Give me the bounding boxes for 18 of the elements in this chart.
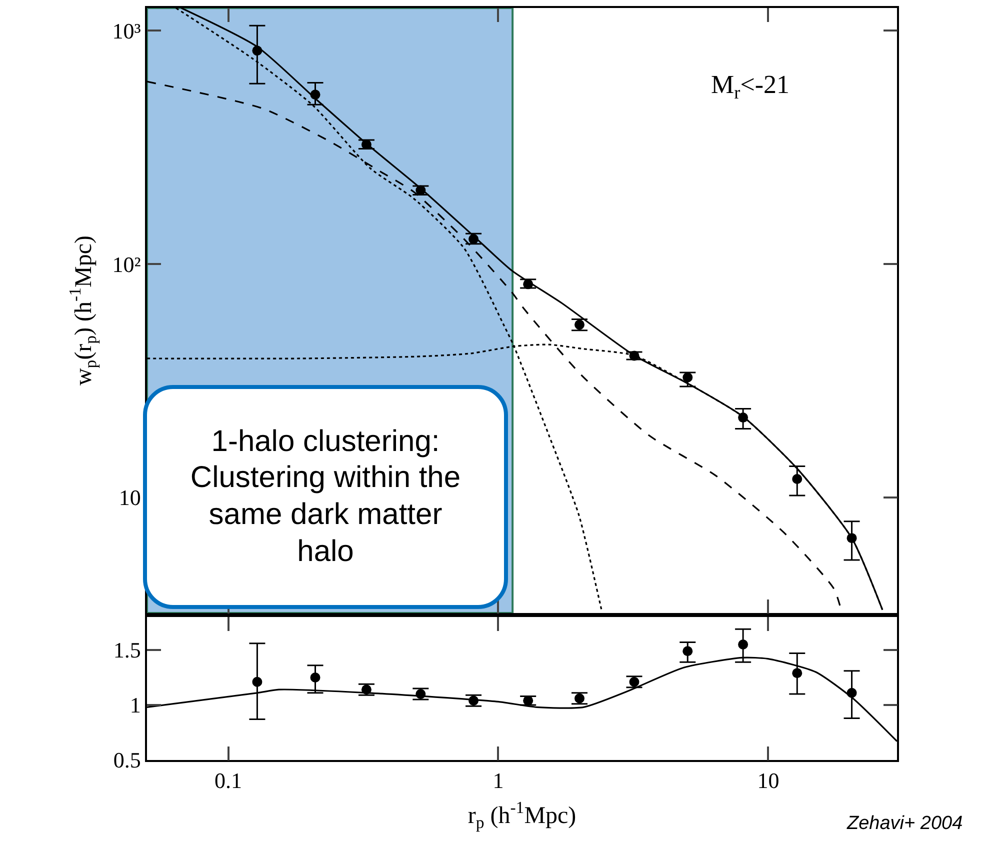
x-axis-title: r$_{p}$ (h$^{-1}$Mpc): [468, 798, 576, 832]
annotation: M$_{r}$<-21: [711, 70, 790, 102]
callout-box: 1-halo clustering: Clustering within the same dark matter halo: [143, 385, 508, 609]
x-tick-label: 10: [757, 768, 780, 794]
point: [252, 676, 262, 687]
y-tick-label: 10: [118, 485, 141, 510]
y-tick-label: 1: [130, 692, 141, 718]
text: Zehavi+ 2004: [846, 813, 963, 834]
y-tick-label: 10³: [112, 18, 142, 44]
point: [738, 640, 748, 650]
x-tick-label: 1: [492, 768, 504, 794]
y-tick-label: 1.5: [113, 638, 141, 663]
y-tick-label: 10²: [112, 252, 142, 277]
point: [792, 668, 802, 678]
x-tick-label: 0.1: [214, 768, 242, 794]
point: [523, 696, 534, 706]
point: [792, 474, 802, 484]
y-tick-label: 0.5: [113, 748, 141, 773]
